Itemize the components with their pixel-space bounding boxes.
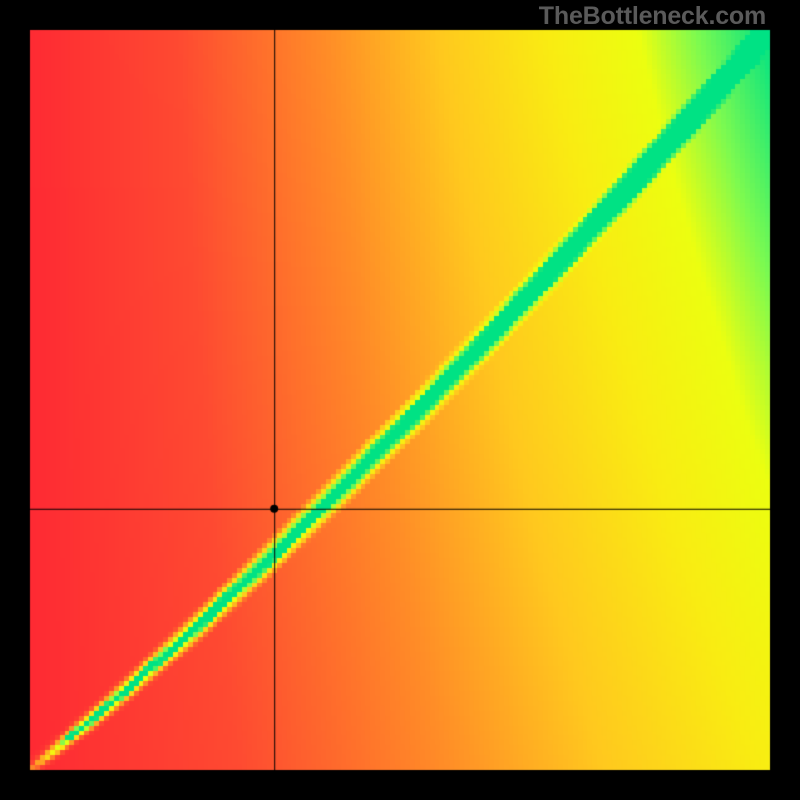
watermark-text: TheBottleneck.com bbox=[539, 2, 766, 31]
heatmap-canvas bbox=[0, 0, 800, 800]
chart-container: TheBottleneck.com bbox=[0, 0, 800, 800]
